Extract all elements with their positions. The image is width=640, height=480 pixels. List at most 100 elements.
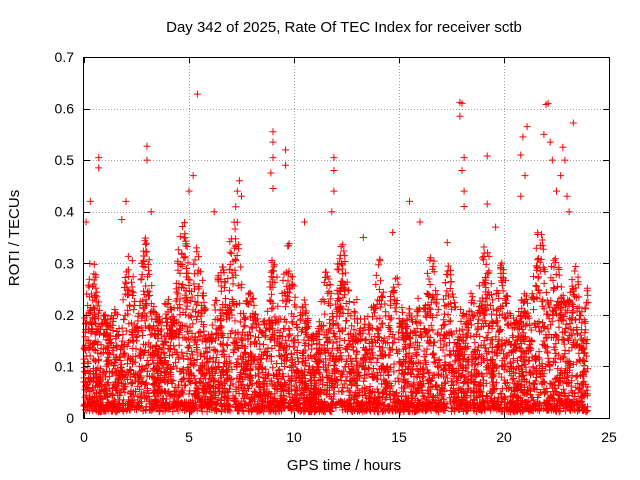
- data-point: [386, 316, 394, 324]
- data-point: [322, 268, 330, 276]
- data-point: [176, 269, 184, 277]
- data-point: [339, 270, 347, 278]
- data-point: [391, 399, 399, 407]
- data-point: [572, 263, 580, 271]
- data-point: [573, 372, 581, 380]
- data-point: [432, 287, 440, 295]
- data-point: [430, 358, 438, 366]
- data-point: [557, 355, 565, 363]
- data-point: [412, 338, 420, 346]
- data-point: [430, 257, 438, 265]
- data-point: [244, 382, 252, 390]
- data-point: [237, 335, 245, 343]
- data-point: [195, 253, 203, 261]
- data-point: [451, 303, 459, 311]
- data-point: [529, 306, 537, 314]
- data-point: [465, 315, 473, 323]
- data-point: [219, 340, 227, 348]
- data-point: [515, 307, 523, 315]
- data-point: [459, 337, 467, 345]
- data-point: [539, 245, 547, 253]
- data-point: [231, 225, 239, 233]
- data-point: [325, 288, 333, 296]
- data-point: [549, 312, 557, 320]
- data-point: [211, 296, 219, 304]
- data-point: [539, 340, 547, 348]
- data-point: [233, 218, 241, 226]
- data-point: [174, 246, 182, 254]
- data-point: [84, 281, 92, 289]
- data-point: [145, 323, 153, 331]
- data-point: [559, 291, 567, 299]
- data-point: [269, 364, 277, 372]
- data-point: [140, 287, 148, 295]
- data-point: [341, 291, 349, 299]
- data-point: [427, 321, 435, 329]
- data-point: [223, 341, 231, 349]
- data-point: [85, 275, 93, 283]
- data-point: [229, 280, 237, 288]
- data-point: [559, 336, 567, 344]
- data-point: [542, 288, 550, 296]
- data-point: [357, 315, 365, 323]
- data-point: [449, 293, 457, 301]
- data-point: [364, 313, 372, 321]
- data-point: [392, 308, 400, 316]
- data-point: [184, 259, 192, 267]
- data-point: [227, 250, 235, 258]
- data-point: [341, 252, 349, 260]
- data-point: [90, 260, 98, 268]
- data-point: [119, 350, 127, 358]
- data-point: [294, 324, 302, 332]
- data-point: [284, 277, 292, 285]
- data-point: [398, 304, 406, 312]
- data-point: [269, 304, 277, 312]
- data-point: [291, 293, 299, 301]
- data-point: [559, 385, 567, 393]
- data-point: [463, 388, 471, 396]
- data-point: [539, 319, 547, 327]
- data-point: [263, 307, 271, 315]
- data-point: [80, 344, 88, 352]
- data-point: [489, 296, 497, 304]
- data-point: [417, 328, 425, 336]
- data-point: [251, 333, 259, 341]
- data-point: [163, 314, 171, 322]
- data-point: [469, 293, 477, 301]
- data-point: [133, 337, 141, 345]
- data-point: [532, 282, 540, 290]
- data-point: [228, 311, 236, 319]
- data-point: [175, 318, 183, 326]
- data-point: [441, 279, 449, 287]
- data-point: [554, 298, 562, 306]
- data-point: [418, 374, 426, 382]
- data-point: [467, 289, 475, 297]
- data-point: [478, 254, 486, 262]
- data-point: [241, 322, 249, 330]
- data-point: [185, 344, 193, 352]
- data-point: [390, 334, 398, 342]
- data-point: [284, 288, 292, 296]
- data-point: [289, 319, 297, 327]
- data-point: [495, 295, 503, 303]
- data-point: [122, 279, 130, 287]
- data-point: [141, 322, 149, 330]
- data-point: [123, 291, 131, 299]
- data-point: [102, 380, 110, 388]
- data-point: [484, 329, 492, 337]
- data-point: [582, 299, 590, 307]
- data-point: [423, 269, 431, 277]
- data-point: [392, 275, 400, 283]
- data-point: [571, 292, 579, 300]
- data-point: [502, 385, 510, 393]
- data-point: [264, 344, 272, 352]
- data-point: [388, 287, 396, 295]
- data-point: [520, 309, 528, 317]
- data-point: [487, 280, 495, 288]
- data-point: [230, 244, 238, 252]
- data-point: [308, 345, 316, 353]
- data-point: [222, 294, 230, 302]
- data-point: [175, 341, 183, 349]
- data-point: [251, 371, 259, 379]
